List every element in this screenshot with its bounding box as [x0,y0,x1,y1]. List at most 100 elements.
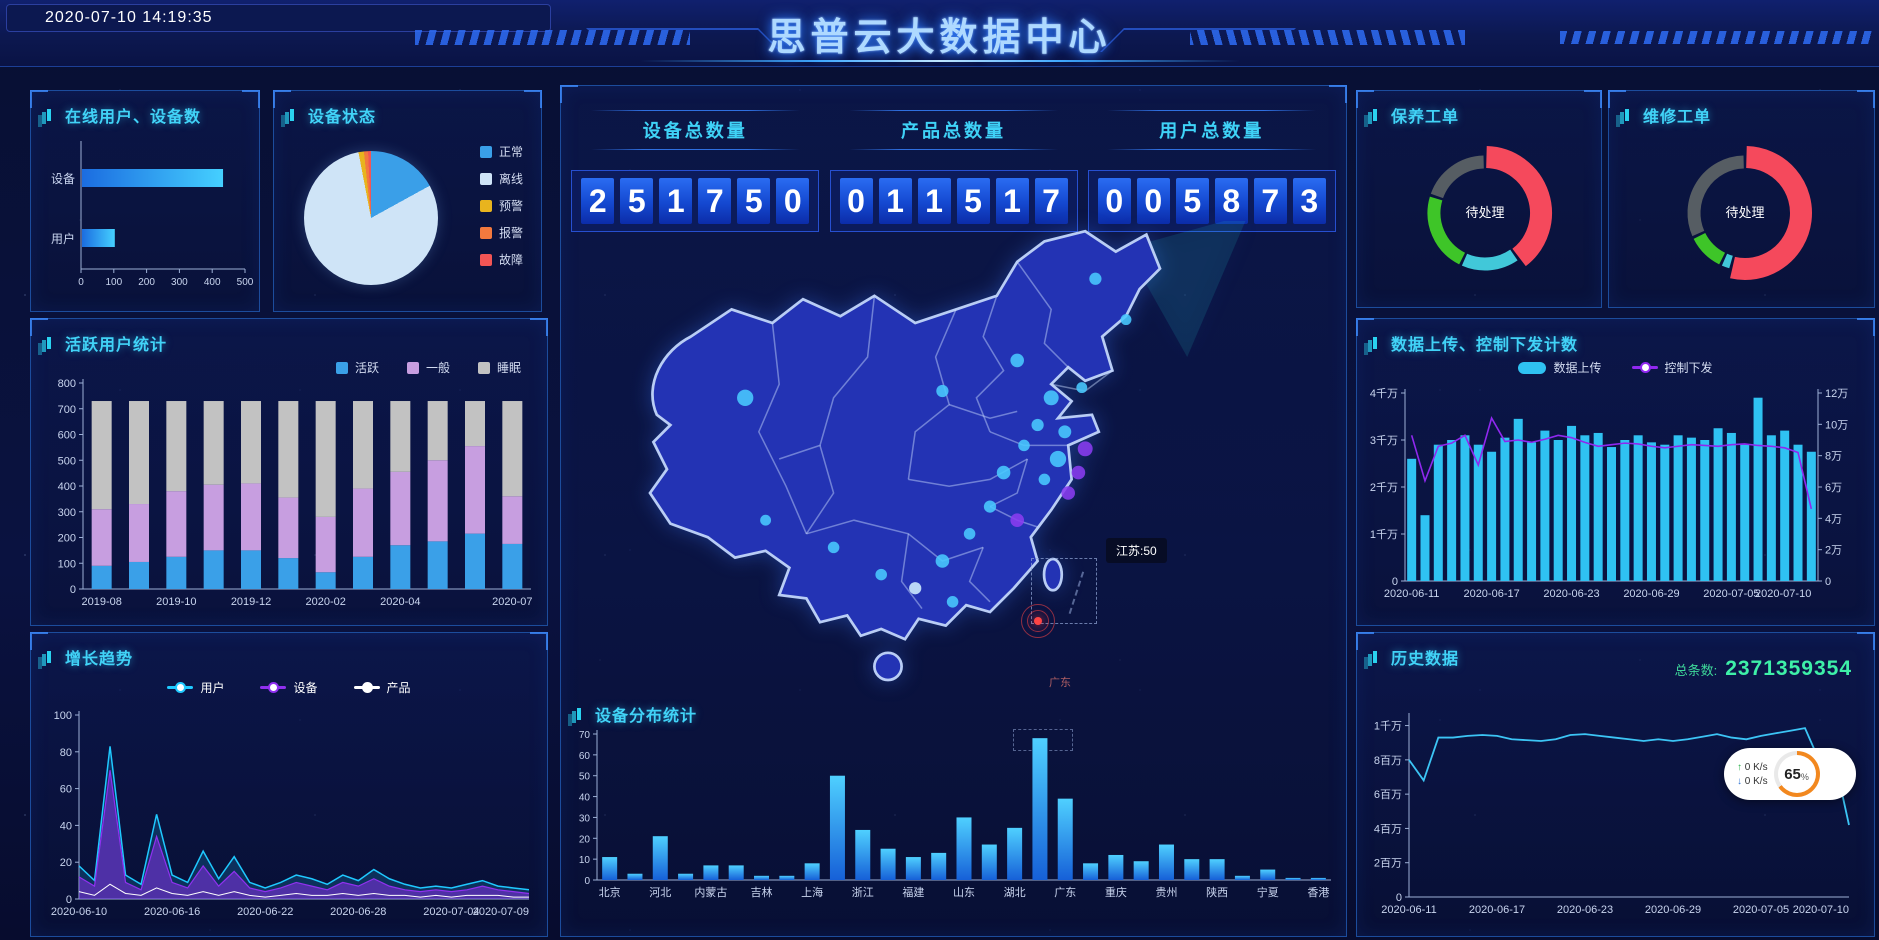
province-bar[interactable] [602,857,618,880]
map-point[interactable] [963,528,976,540]
donut-segment[interactable] [1430,155,1485,199]
map-point[interactable] [827,541,840,554]
province-bar[interactable] [754,875,770,880]
stacked-bar-segment[interactable] [353,556,373,589]
stacked-bar-segment[interactable] [278,558,299,589]
map-point[interactable] [1089,272,1102,285]
stacked-bar-segment[interactable] [427,401,448,461]
map-point[interactable] [1010,353,1024,368]
stacked-bar-segment[interactable] [91,401,112,510]
province-bar[interactable] [1234,875,1250,880]
map-point[interactable] [1010,513,1024,527]
upload-bar[interactable] [1700,440,1710,581]
map-point[interactable] [1043,390,1059,406]
stacked-bar-segment[interactable] [166,401,187,492]
province-bar[interactable] [1108,854,1124,880]
upload-dispatch-chart[interactable]: 4千万 3千万 2千万 1千万 0 12万 10万 8万 6万 4万 2万 0 2020-06-11 20… [1363,381,1868,626]
donut-segment[interactable] [1693,232,1726,265]
map-point[interactable] [1120,314,1132,326]
stacked-bar-segment[interactable] [427,541,448,589]
map-point[interactable] [1061,486,1075,500]
map-point[interactable] [1076,382,1088,394]
upload-bar[interactable] [1407,458,1417,581]
upload-dispatch-legend[interactable]: 数据上传 控制下发 [1357,359,1874,376]
stacked-bar-segment[interactable] [353,488,373,557]
map-point[interactable] [1018,439,1030,452]
china-map[interactable] [576,221,1336,731]
stacked-bar-segment[interactable] [241,401,261,484]
upload-bar[interactable] [1527,442,1537,581]
province-bar[interactable] [1032,738,1048,880]
province-bar[interactable] [703,865,719,880]
active-users-legend[interactable]: 活跃 一般 睡眠 [335,359,521,376]
map-point[interactable] [1077,441,1093,457]
province-bar[interactable] [1133,861,1149,880]
donut-segment[interactable] [1730,146,1812,280]
upload-bar[interactable] [1726,432,1736,581]
stacked-bar-segment[interactable] [91,509,112,566]
upload-bar[interactable] [1513,418,1523,581]
legend-item[interactable]: 睡眠 [477,359,521,376]
map-point[interactable] [946,596,959,608]
province-bar[interactable] [804,863,820,880]
stacked-bar-segment[interactable] [390,401,411,472]
province-bar[interactable] [1057,798,1073,880]
upload-bar[interactable] [1460,435,1470,581]
province-bar[interactable] [981,844,997,880]
province-bar[interactable] [1209,859,1225,880]
province-bar[interactable] [1260,869,1276,880]
stacked-bar-segment[interactable] [465,533,485,589]
upload-bar[interactable] [1660,444,1670,581]
stacked-bar-segment[interactable] [129,561,149,589]
legend-item[interactable]: 活跃 [335,359,379,376]
donut-segment[interactable] [1461,249,1518,271]
upload-bar[interactable] [1487,451,1497,581]
stacked-bar-segment[interactable] [203,484,224,551]
stacked-bar-segment[interactable] [278,401,299,498]
stacked-bar-segment[interactable] [278,497,299,559]
stacked-bar-segment[interactable] [502,543,523,589]
upload-bar[interactable] [1553,440,1563,581]
device-status-pie[interactable] [304,151,438,285]
province-bar[interactable] [1158,844,1174,880]
stacked-bar-segment[interactable] [315,516,336,573]
maintenance-donut-chart[interactable]: 待处理 [1357,91,1601,307]
map-point[interactable] [1038,473,1051,486]
province-bar[interactable] [880,848,896,880]
growth-trend-chart[interactable]: 0 20 40 60 80 100 2020-06-10 2020-06-16 2020-06-… [39,703,539,938]
dispatch-line[interactable] [1410,416,1813,510]
upload-bar[interactable] [1433,444,1443,581]
upload-bar[interactable] [1766,435,1776,581]
upload-bar[interactable] [1780,430,1790,581]
upload-bar[interactable] [1740,444,1750,581]
province-bar[interactable] [855,829,871,880]
map-point[interactable] [909,582,922,595]
legend-item[interactable]: 预警 [479,197,523,214]
legend-item[interactable]: 正常 [479,143,523,160]
map-point[interactable] [1031,418,1044,432]
upload-bar[interactable] [1620,440,1630,581]
stacked-bar-segment[interactable] [315,401,336,517]
upload-bar[interactable] [1580,435,1590,581]
history-line-chart[interactable]: 1千万 8百万 6百万 4百万 2百万 0 2020-06-11 2020-06-17 2020… [1363,709,1868,936]
legend-item[interactable]: 一般 [406,359,450,376]
upload-bar[interactable] [1473,444,1483,581]
legend-item[interactable]: 控制下发 [1631,359,1713,376]
map-point[interactable] [996,465,1011,480]
legend-item[interactable]: 设备 [260,679,318,696]
online-users-devices-chart[interactable]: 设备 用户 0 100 200 300 400 500 [35,135,255,304]
map-point[interactable] [875,568,887,581]
upload-bar[interactable] [1593,432,1603,581]
map-point[interactable] [1049,450,1067,468]
legend-item[interactable]: 数据上传 [1518,359,1602,376]
upload-bar[interactable] [1633,435,1643,581]
stacked-bar-segment[interactable] [390,545,411,589]
map-point[interactable] [1071,465,1086,480]
hbar[interactable] [82,229,115,247]
province-bar[interactable] [728,865,744,880]
device-distribution-chart[interactable]: 0 10 20 30 40 50 60 70 北京 河北 内蒙古 吉林 上海 浙江 福建 山东 湖北 广东 重庆 贵州… [567,726,1339,923]
legend-item[interactable]: 产品 [353,679,411,696]
stacked-bar-segment[interactable] [315,572,336,589]
upload-bar[interactable] [1713,428,1723,581]
stacked-bar-segment[interactable] [166,556,187,589]
